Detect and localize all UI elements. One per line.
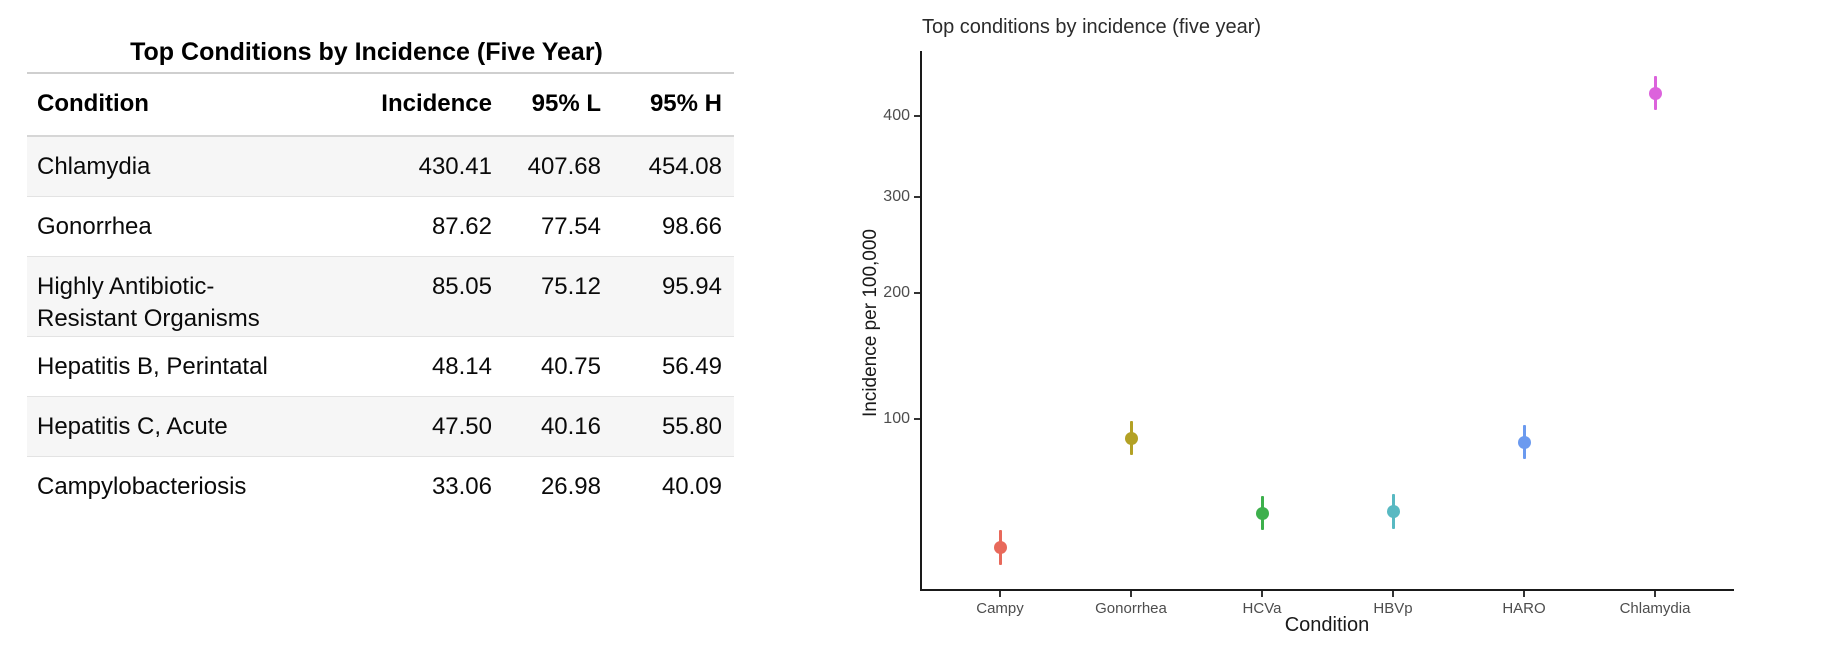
ci-low-cell: 40.75 [540, 352, 601, 380]
data-point [993, 541, 1007, 555]
y-axis-tick [914, 292, 920, 295]
incidence-cell: 33.06 [431, 472, 492, 500]
x-axis-tick [1392, 591, 1394, 597]
ci-high-cell: 40.09 [661, 472, 722, 500]
data-point [1517, 436, 1531, 450]
data-point [1386, 505, 1400, 519]
table-header-row: Condition Incidence 95% L 95% H [27, 73, 734, 137]
y-axis-tick [914, 114, 920, 117]
ci-high-cell: 95.94 [661, 272, 722, 300]
ci-high-cell: 56.49 [661, 352, 722, 380]
ci-high-cell: 55.80 [661, 412, 722, 440]
y-axis-tick [914, 195, 920, 198]
condition-cell: Chlamydia [37, 153, 151, 180]
condition-cell: Hepatitis C, Acute [37, 412, 228, 440]
x-axis-tick [1523, 591, 1525, 597]
x-axis-line [920, 589, 1734, 591]
data-point [1648, 86, 1662, 100]
col-header-95l: 95% L [493, 73, 602, 137]
x-tick-label: Gonorrhea [1095, 600, 1167, 617]
data-point [1255, 506, 1269, 520]
x-axis-tick [1654, 591, 1656, 597]
x-tick-label: Chlamydia [1619, 600, 1691, 617]
incidence-cell: 87.62 [431, 212, 492, 240]
table-row: Gonorrhea 87.62 77.54 98.66 [27, 196, 734, 256]
table-row: Chlamydia 430.41 407.68 454.08 [27, 136, 734, 196]
y-tick-label: 400 [883, 106, 910, 124]
incidence-cell: 48.14 [431, 352, 492, 380]
table-row: Campylobacteriosis 33.06 26.98 40.09 [27, 456, 734, 516]
x-axis-tick [999, 591, 1001, 597]
y-axis-tick [914, 418, 920, 420]
table-title: Top Conditions by Incidence (Five Year) [130, 38, 603, 66]
incidence-cell: 430.41 [418, 153, 492, 180]
x-axis-tick [1261, 591, 1263, 597]
y-tick-label: 300 [883, 187, 910, 205]
condition-cell: Gonorrhea [37, 212, 152, 240]
x-tick-label: HBVp [1373, 600, 1413, 617]
x-tick-label: HCVa [1242, 600, 1282, 617]
x-axis-tick [1130, 591, 1132, 597]
y-tick-label: 100 [883, 410, 910, 427]
y-axis-line [920, 51, 922, 591]
data-point [1124, 431, 1138, 445]
col-header-incidence: Incidence [366, 73, 493, 137]
x-tick-label: Campy [976, 600, 1024, 617]
condition-cell: Highly Antibiotic-Resistant Organisms [37, 272, 260, 332]
table-row: Hepatitis B, Perintatal 48.14 40.75 56.49 [27, 336, 734, 396]
ci-low-cell: 407.68 [527, 153, 601, 180]
table-row: Highly Antibiotic-Resistant Organisms 85.… [27, 256, 734, 336]
ci-low-cell: 40.16 [540, 412, 601, 440]
chart-title: Top conditions by incidence (five year) [922, 16, 1262, 38]
incidence-table: Condition Incidence 95% L 95% H Chlamydi… [27, 72, 734, 516]
col-header-95h: 95% H [602, 73, 734, 137]
x-tick-label: HARO [1502, 600, 1546, 617]
ci-low-cell: 77.54 [540, 212, 601, 240]
ci-low-cell: 75.12 [540, 272, 601, 300]
condition-cell: Campylobacteriosis [37, 472, 247, 500]
condition-cell: Hepatitis B, Perintatal [37, 352, 268, 380]
incidence-cell: 85.05 [431, 272, 492, 300]
col-header-condition: Condition [27, 73, 366, 137]
incidence-cell: 47.50 [431, 412, 492, 440]
ci-high-cell: 98.66 [661, 212, 722, 240]
x-axis-title: Condition [1284, 614, 1370, 636]
ci-low-cell: 26.98 [540, 472, 601, 500]
y-tick-label: 200 [883, 284, 910, 302]
table-row: Hepatitis C, Acute 47.50 40.16 55.80 [27, 396, 734, 456]
ci-high-cell: 454.08 [648, 153, 722, 180]
